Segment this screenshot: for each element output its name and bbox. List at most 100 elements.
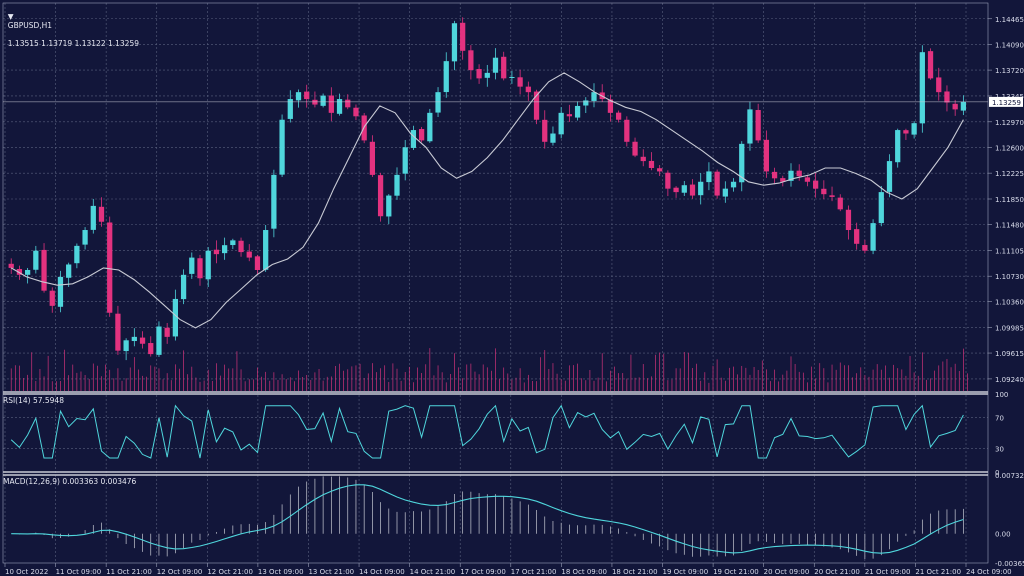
candle-body[interactable] — [377, 175, 384, 217]
candle-body[interactable] — [74, 245, 80, 264]
candle-body[interactable] — [263, 230, 269, 270]
candle-body[interactable] — [854, 229, 860, 244]
candle-body[interactable] — [221, 245, 228, 254]
candle-body[interactable] — [410, 130, 417, 148]
candle-body[interactable] — [197, 258, 203, 279]
candle-body[interactable] — [468, 50, 474, 71]
candle-body[interactable] — [771, 171, 778, 179]
candle-body[interactable] — [763, 139, 770, 172]
candle-body[interactable] — [936, 77, 942, 93]
candle-body[interactable] — [213, 249, 220, 255]
candle-body[interactable] — [156, 326, 162, 355]
candle-body[interactable] — [254, 256, 261, 270]
candle-body[interactable] — [714, 171, 720, 196]
candle-body[interactable] — [304, 91, 310, 100]
candle-body[interactable] — [681, 185, 687, 193]
candle-body[interactable] — [279, 119, 285, 175]
candle-body[interactable] — [328, 95, 334, 113]
candle-body[interactable] — [919, 52, 925, 124]
candle-body[interactable] — [788, 170, 794, 181]
candle-body[interactable] — [492, 57, 499, 73]
candle-body[interactable] — [320, 95, 326, 106]
candle-body[interactable] — [476, 69, 482, 79]
candle-body[interactable] — [780, 178, 786, 182]
candle-body[interactable] — [895, 130, 901, 163]
candle-body[interactable] — [386, 195, 392, 217]
candle-body[interactable] — [509, 76, 515, 78]
candle-body[interactable] — [131, 336, 137, 342]
candle-body[interactable] — [615, 112, 622, 120]
candle-body[interactable] — [189, 257, 195, 274]
candle-body[interactable] — [812, 180, 819, 189]
candle-body[interactable] — [870, 223, 876, 251]
candle-body[interactable] — [525, 86, 531, 93]
candle-body[interactable] — [205, 250, 211, 280]
candle-body[interactable] — [418, 129, 425, 141]
candle-body[interactable] — [402, 147, 408, 174]
candle-body[interactable] — [90, 205, 96, 230]
candle-body[interactable] — [821, 188, 827, 195]
candle-body[interactable] — [451, 23, 458, 62]
candle-body[interactable] — [550, 133, 556, 143]
candle-body[interactable] — [640, 156, 646, 162]
candle-body[interactable] — [952, 103, 958, 110]
candle-body[interactable] — [139, 337, 146, 344]
candle-body[interactable] — [903, 130, 909, 134]
candle-body[interactable] — [591, 92, 597, 101]
candle-body[interactable] — [443, 61, 449, 93]
candle-body[interactable] — [24, 269, 31, 275]
candle-body[interactable] — [271, 174, 277, 229]
candle-body[interactable] — [148, 343, 154, 355]
candle-body[interactable] — [624, 119, 630, 142]
candle-body[interactable] — [739, 143, 745, 183]
candle-body[interactable] — [583, 100, 589, 106]
candle-body[interactable] — [57, 276, 64, 307]
candle-body[interactable] — [246, 251, 252, 258]
candle-body[interactable] — [673, 187, 679, 193]
candle-body[interactable] — [829, 195, 835, 197]
candle-body[interactable] — [804, 177, 811, 182]
candle-body[interactable] — [345, 99, 351, 108]
candle-body[interactable] — [394, 174, 400, 196]
candle-body[interactable] — [295, 92, 302, 101]
candle-body[interactable] — [312, 99, 318, 105]
candle-body[interactable] — [16, 268, 23, 275]
candle-body[interactable] — [230, 240, 236, 246]
candle-body[interactable] — [172, 298, 179, 337]
candle-body[interactable] — [944, 91, 950, 103]
candle-body[interactable] — [353, 107, 359, 117]
candle-body[interactable] — [632, 141, 638, 156]
candle-body[interactable] — [41, 249, 47, 291]
candle-body[interactable] — [82, 230, 88, 245]
candle-body[interactable] — [427, 112, 433, 142]
candle-body[interactable] — [49, 290, 55, 306]
candle-body[interactable] — [796, 170, 802, 177]
candle-body[interactable] — [706, 171, 712, 183]
candle-body[interactable] — [115, 313, 121, 351]
candle-body[interactable] — [927, 51, 934, 79]
candle-body[interactable] — [960, 101, 967, 111]
candle-body[interactable] — [558, 112, 564, 135]
candle-body[interactable] — [722, 188, 728, 197]
candle-body[interactable] — [648, 160, 655, 168]
candle-body[interactable] — [542, 119, 548, 142]
candle-body[interactable] — [755, 110, 761, 141]
candle-body[interactable] — [460, 22, 466, 51]
candle-body[interactable] — [862, 245, 868, 251]
candle-body[interactable] — [533, 91, 540, 120]
candle-body[interactable] — [698, 181, 704, 196]
candle-body[interactable] — [517, 77, 523, 87]
dropdown-triangle-icon[interactable]: ▼ — [7, 12, 14, 21]
candle-body[interactable] — [878, 192, 884, 224]
candle-body[interactable] — [180, 274, 187, 300]
candle-body[interactable] — [164, 327, 170, 337]
candle-body[interactable] — [837, 197, 843, 210]
price-candles[interactable] — [8, 17, 967, 361]
candle-body[interactable] — [287, 99, 293, 119]
candle-body[interactable] — [501, 56, 507, 79]
candle-body[interactable] — [66, 264, 72, 278]
candle-body[interactable] — [747, 109, 753, 144]
candle-body[interactable] — [566, 114, 573, 117]
candle-body[interactable] — [123, 340, 129, 352]
